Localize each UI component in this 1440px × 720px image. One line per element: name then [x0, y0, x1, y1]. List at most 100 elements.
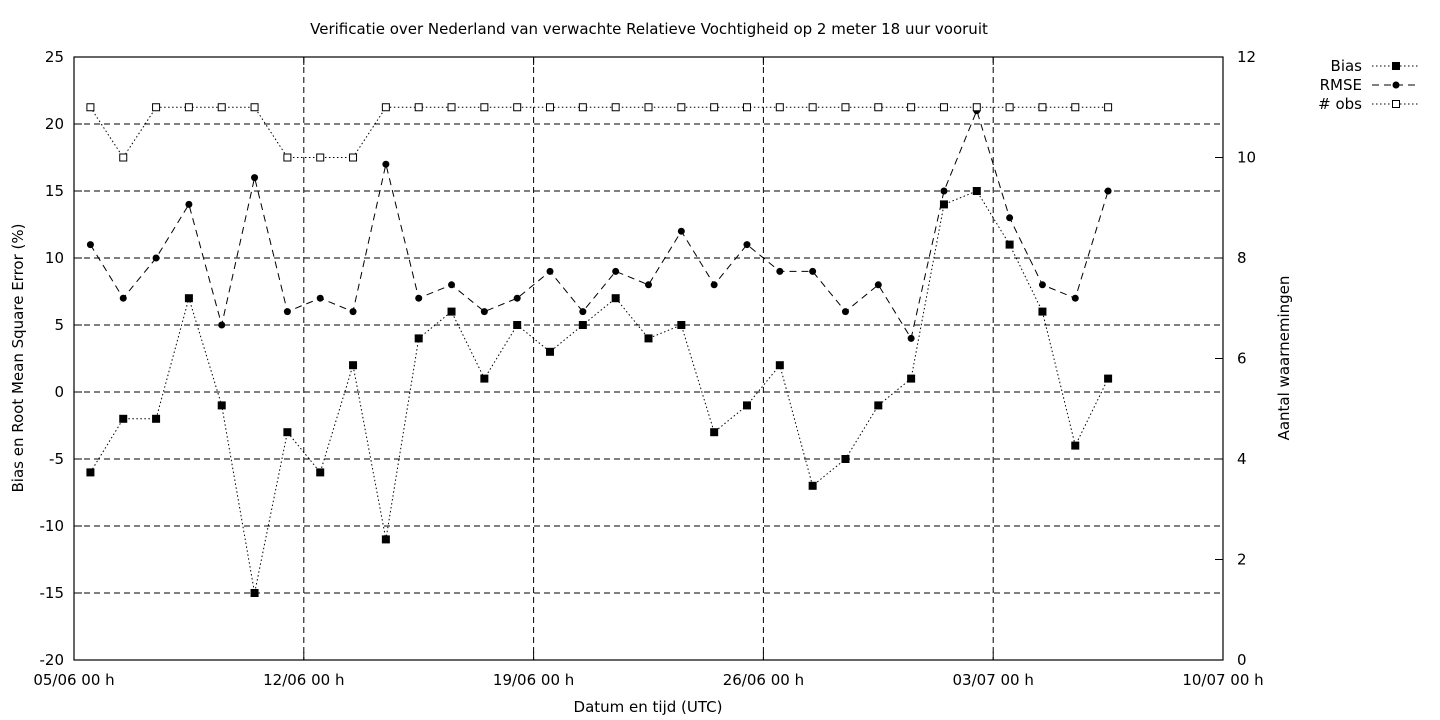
- data-point: [1104, 374, 1113, 383]
- data-point: [316, 294, 324, 302]
- data-point: [184, 103, 193, 112]
- series-2: [86, 103, 1113, 162]
- data-point: [677, 321, 686, 329]
- series-1: [86, 107, 1112, 342]
- x-axis-label: Datum en tijd (UTC): [574, 698, 723, 716]
- legend-marker: [1392, 100, 1400, 108]
- data-point: [776, 267, 784, 275]
- data-point: [382, 160, 390, 168]
- data-point: [447, 307, 456, 316]
- data-point: [907, 103, 916, 112]
- data-point: [841, 308, 849, 316]
- legend-item: RMSE: [1320, 76, 1420, 94]
- data-point: [283, 153, 292, 162]
- legend-label: Bias: [1331, 57, 1363, 75]
- data-point: [907, 374, 916, 383]
- data-point: [349, 361, 358, 370]
- data-point: [579, 308, 587, 316]
- data-point: [742, 103, 751, 112]
- data-point: [414, 334, 423, 343]
- data-point: [841, 455, 850, 463]
- data-point: [644, 103, 653, 112]
- data-point: [710, 281, 718, 289]
- data-point: [1038, 307, 1047, 316]
- x-tick-label: 03/07 00 h: [953, 671, 1034, 689]
- y-tick-label: -10: [40, 517, 65, 535]
- x-tick-label: 19/06 00 h: [493, 671, 574, 689]
- data-point: [86, 468, 95, 477]
- data-point: [874, 401, 883, 410]
- y-tick-label: 15: [45, 182, 64, 200]
- data-point: [874, 103, 883, 112]
- data-point: [1006, 214, 1014, 222]
- data-point: [119, 294, 127, 302]
- data-point: [1038, 281, 1046, 289]
- series-0: [86, 187, 1113, 597]
- plot-frame: [73, 56, 1224, 661]
- y2-tick-label: 10: [1237, 149, 1256, 167]
- data-point: [972, 187, 981, 195]
- data-point: [448, 281, 456, 289]
- data-point: [415, 294, 423, 302]
- data-point: [546, 267, 554, 275]
- chart-title: Verificatie over Nederland van verwachte…: [310, 20, 988, 38]
- y2-tick-label: 6: [1237, 350, 1247, 368]
- data-point: [283, 428, 292, 437]
- data-point: [381, 103, 390, 112]
- x-tick-label: 26/06 00 h: [723, 671, 804, 689]
- data-point: [1104, 187, 1112, 195]
- legend-item: # obs: [1318, 95, 1420, 113]
- legend-label: RMSE: [1320, 76, 1362, 94]
- data-point: [808, 103, 817, 112]
- legend-label: # obs: [1318, 95, 1362, 113]
- y-tick-label: 10: [45, 249, 64, 267]
- y2-tick-label: 8: [1237, 249, 1247, 267]
- data-point: [808, 481, 817, 490]
- grid-lines: [74, 57, 1223, 660]
- data-point: [1071, 103, 1080, 112]
- data-point: [612, 267, 620, 275]
- legend-marker: [1392, 81, 1400, 89]
- data-point: [414, 103, 423, 112]
- data-point: [645, 281, 652, 289]
- data-point: [480, 103, 489, 112]
- data-point: [841, 103, 850, 112]
- data-point: [710, 103, 719, 112]
- x-tick-label: 12/06 00 h: [263, 671, 344, 689]
- data-point: [677, 227, 685, 235]
- data-point: [152, 103, 161, 112]
- data-point: [480, 374, 489, 383]
- series-line: [89, 109, 1109, 340]
- data-point: [611, 103, 620, 112]
- data-point: [775, 361, 784, 370]
- data-point: [677, 103, 686, 112]
- y-tick-label: -5: [49, 450, 64, 468]
- x-tick-label: 10/07 00 h: [1182, 671, 1263, 689]
- data-point: [940, 187, 948, 195]
- data-point: [349, 308, 357, 316]
- data-point: [644, 334, 653, 343]
- data-point: [119, 414, 128, 423]
- y-tick-label: 25: [45, 48, 64, 66]
- data-point: [152, 414, 161, 423]
- data-point: [775, 103, 784, 112]
- legend-marker: [1392, 62, 1400, 70]
- data-point: [218, 321, 226, 329]
- data-point: [447, 103, 456, 112]
- data-point: [578, 321, 587, 329]
- data-point: [513, 294, 521, 302]
- data-point: [217, 401, 226, 410]
- data-point: [1038, 103, 1047, 112]
- y-axis-label: Bias en Root Mean Square Error (%): [9, 224, 27, 493]
- data-point: [185, 200, 193, 208]
- data-point: [86, 103, 95, 112]
- data-point: [578, 103, 587, 112]
- axis-ticks: -20 -15 -10 -5 0 5 10 15 20 25 0 2 4 6 8 10 12 05/06 00 h…: [33, 48, 1263, 689]
- data-point: [1071, 441, 1080, 450]
- y2-tick-label: 0: [1237, 651, 1247, 669]
- data-point: [611, 294, 620, 303]
- data-point: [710, 428, 719, 437]
- data-point: [513, 321, 522, 329]
